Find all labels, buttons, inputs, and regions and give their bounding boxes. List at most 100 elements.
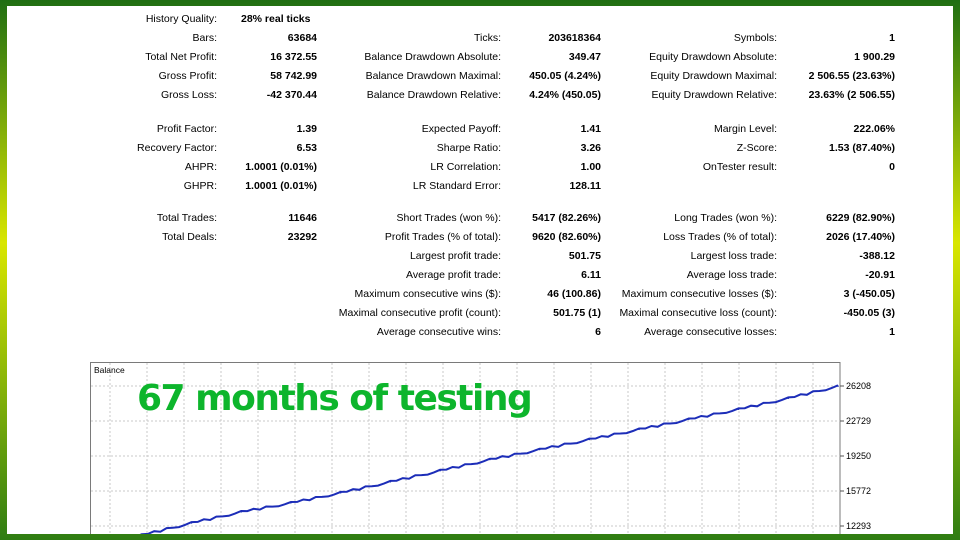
balance-line: [139, 384, 839, 534]
col3-label: Z-Score:: [736, 142, 777, 154]
balance-point: [787, 397, 790, 399]
balance-point: [489, 458, 491, 461]
col2-label: Balance Drawdown Relative:: [366, 89, 501, 101]
balance-point: [389, 480, 392, 483]
chart-title: Balance: [94, 365, 125, 375]
col1-label: History Quality:: [145, 13, 217, 25]
col1-value: 23292: [287, 231, 317, 243]
col2-label: Short Trades (won %):: [396, 212, 501, 224]
balance-chart: 26208227291925015772122938814Balance: [90, 362, 930, 534]
col1-label: Profit Factor:: [156, 123, 217, 135]
col2-label: Maximum consecutive wins ($):: [354, 288, 501, 300]
overlay-caption: 67 months of testing: [137, 378, 533, 419]
col2-label: Balance Drawdown Maximal:: [365, 70, 501, 82]
y-tick-label: 26208: [846, 381, 871, 391]
col2-value: 9620 (82.60%): [532, 231, 601, 243]
backtest-report-table: History Quality: 28% real ticks Bars: 63684…: [7, 6, 953, 356]
col3-value: 2026 (17.40%): [826, 231, 895, 243]
col2-label: Largest profit trade:: [409, 250, 501, 262]
col1-value: 1.0001 (0.01%): [245, 161, 317, 173]
col3-value: 2 506.55 (23.63%): [808, 70, 895, 82]
col2-value: 128.11: [569, 180, 601, 192]
col3-value: 6229 (82.90%): [826, 212, 895, 224]
col3-label: Equity Drawdown Absolute:: [649, 51, 777, 63]
col1-value: 16 372.55: [270, 51, 317, 63]
col2-value: 6.11: [581, 269, 601, 281]
col2-value: 1.41: [580, 123, 601, 135]
col3-value: 1: [889, 326, 895, 338]
balance-point: [588, 438, 591, 441]
col1-value: 11646: [288, 212, 317, 224]
col2-label: Maximal consecutive profit (count):: [338, 307, 501, 319]
col3-value: 222.06%: [853, 123, 895, 135]
col2-value: 203618364: [548, 32, 601, 44]
col3-label: Margin Level:: [713, 123, 777, 135]
balance-point: [837, 385, 839, 387]
col3-value: 1 900.29: [854, 51, 895, 63]
y-tick-label: 19250: [846, 451, 871, 461]
col3-label: Loss Trades (% of total):: [663, 231, 777, 243]
col2-label: LR Standard Error:: [412, 180, 501, 192]
col3-label: Equity Drawdown Maximal:: [650, 70, 777, 82]
col1-label: Total Net Profit:: [145, 51, 217, 63]
col2-value: 3.26: [580, 142, 601, 154]
y-tick-label: 12293: [846, 521, 871, 531]
col2-value: 450.05 (4.24%): [529, 70, 601, 82]
col2-label: Average profit trade:: [406, 269, 501, 281]
col2-value: 1.00: [580, 161, 601, 173]
col3-value: 3 (-450.05): [843, 288, 895, 300]
col2-value: 501.75 (1): [553, 307, 601, 319]
col1-value: 63684: [287, 32, 317, 44]
balance-point: [240, 511, 242, 513]
col2-value: 5417 (82.26%): [532, 212, 601, 224]
col3-value: -388.12: [859, 250, 895, 262]
col1-label: Recovery Factor:: [137, 142, 217, 154]
col2-label: Profit Trades (% of total):: [384, 231, 501, 243]
col1-value: 58 742.99: [270, 70, 317, 82]
col3-label: Equity Drawdown Relative:: [651, 89, 777, 101]
col2-value: 349.47: [568, 51, 601, 63]
col3-label: Symbols:: [733, 32, 777, 44]
col1-value: 28% real ticks: [241, 13, 311, 25]
col3-label: OnTester result:: [702, 161, 777, 173]
balance-point: [190, 522, 193, 524]
y-tick-label: 22729: [846, 416, 871, 426]
col1-value: 1.0001 (0.01%): [245, 180, 317, 192]
col2-label: Balance Drawdown Absolute:: [364, 51, 501, 63]
col3-label: Maximum consecutive losses ($):: [621, 288, 777, 300]
balance-point: [737, 408, 740, 410]
col2-label: Average consecutive wins:: [376, 326, 501, 338]
col2-value: 46 (100.86): [547, 288, 601, 300]
col3-label: Maximal consecutive loss (count):: [619, 307, 777, 319]
col1-label: Gross Loss:: [160, 89, 217, 101]
col1-value: 6.53: [296, 142, 317, 154]
y-tick-label: 15772: [846, 486, 871, 496]
balance-point: [339, 491, 342, 494]
col3-value: 1: [889, 32, 895, 44]
col3-value: 23.63% (2 506.55): [808, 89, 895, 101]
col3-value: 0: [889, 161, 895, 173]
col1-value: -42 370.44: [266, 89, 317, 101]
balance-point: [638, 428, 640, 431]
col3-label: Largest loss trade:: [690, 250, 777, 262]
balance-point: [439, 469, 441, 472]
col3-value: -450.05 (3): [843, 307, 895, 319]
plot-area: [90, 362, 841, 534]
balance-chart-svg: 26208227291925015772122938814Balance: [90, 362, 871, 534]
col2-value: 6: [595, 326, 601, 338]
col1-label: GHPR:: [183, 180, 217, 192]
report-window: History Quality: 28% real ticks Bars: 63684…: [7, 6, 953, 534]
col1-label: AHPR:: [184, 161, 217, 173]
col3-label: Average consecutive losses:: [644, 326, 777, 338]
col2-value: 501.75: [568, 250, 601, 262]
col2-label: LR Correlation:: [430, 161, 501, 173]
col1-label: Total Deals:: [162, 231, 217, 243]
col1-label: Gross Profit:: [158, 70, 217, 82]
col2-label: Ticks:: [473, 32, 501, 44]
col2-value: 4.24% (450.05): [529, 89, 601, 101]
col3-value: 1.53 (87.40%): [829, 142, 895, 154]
col3-label: Average loss trade:: [686, 269, 777, 281]
balance-point: [290, 502, 292, 504]
col1-label: Total Trades:: [156, 212, 217, 224]
col1-value: 1.39: [296, 123, 317, 135]
